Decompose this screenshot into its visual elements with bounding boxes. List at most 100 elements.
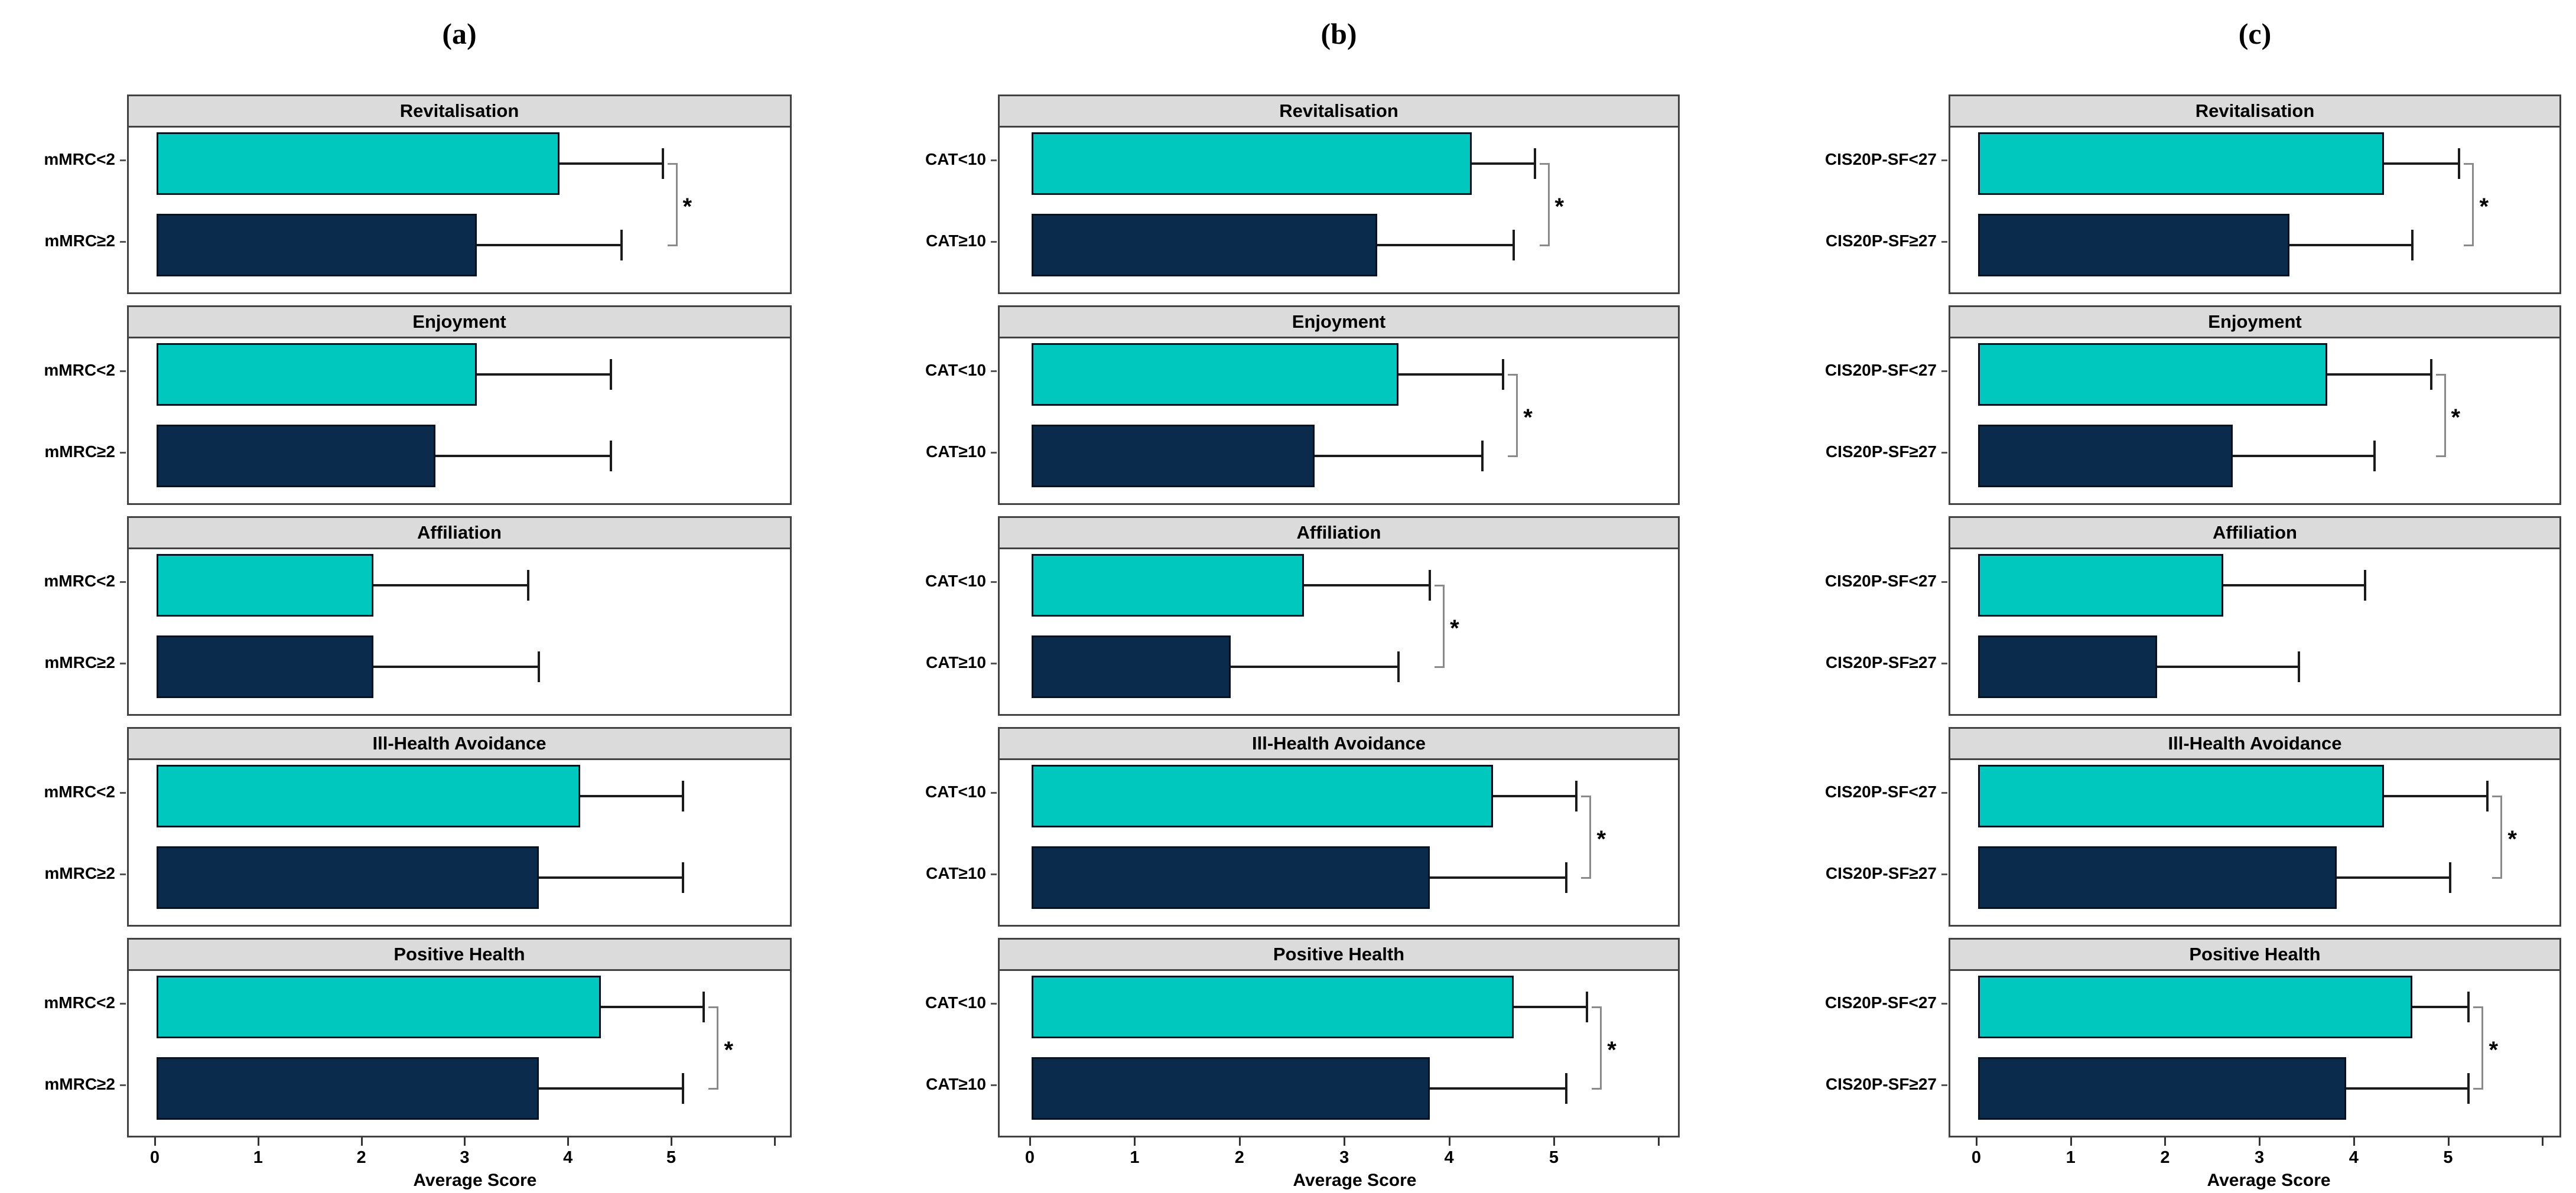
sig-bracket-tick [1581, 877, 1592, 879]
bar-group2 [1978, 1057, 2346, 1120]
y-tick-mark [120, 873, 126, 875]
facet-header: Revitalisation [1950, 96, 2559, 128]
sig-bracket [2500, 796, 2503, 878]
x-axis-tick-label: 0 [1971, 1148, 1982, 1167]
y-tick-label: CAT<10 [925, 993, 986, 1012]
y-tick-label: mMRC≥2 [44, 864, 115, 882]
facet-header: Affiliation [1950, 518, 2559, 549]
sig-asterisk: * [2489, 1037, 2499, 1063]
error-bar [600, 1006, 704, 1008]
error-cap [702, 992, 705, 1022]
error-cap [2373, 441, 2376, 471]
y-tick-mark [1941, 452, 1947, 454]
y-tick-mark [120, 581, 126, 583]
facet-header: Ill-Health Avoidance [1000, 729, 1678, 760]
x-axis-tick [154, 1137, 156, 1146]
sig-bracket [2481, 1007, 2484, 1088]
y-tick-label: CAT≥10 [926, 864, 986, 882]
sig-bracket [717, 1007, 719, 1088]
facet-body: * [1000, 760, 1678, 927]
y-tick-label: CAT<10 [925, 572, 986, 590]
bar-group1 [1978, 976, 2412, 1038]
facet-title: Enjoyment [1292, 311, 1386, 332]
error-cap [1397, 651, 1400, 682]
bar-group2 [1032, 846, 1430, 909]
sig-asterisk: * [1596, 826, 1606, 852]
y-tick-label: CIS20P-SF≥27 [1825, 1075, 1937, 1093]
x-axis-tick [671, 1137, 672, 1146]
error-bar [476, 244, 622, 246]
bar-group1 [1032, 343, 1398, 406]
facet-header: Positive Health [1000, 940, 1678, 971]
bar-group1 [1032, 132, 1472, 195]
bar-group1 [1032, 976, 1514, 1038]
facet-box: Affiliation [1949, 516, 2561, 716]
error-cap [2458, 148, 2461, 179]
facet-title: Enjoyment [2208, 311, 2302, 332]
facet-body [129, 549, 790, 716]
y-tick-mark [120, 241, 126, 243]
facet-body: * [1950, 760, 2559, 927]
y-tick-mark [991, 873, 997, 875]
facet-box: Positive Health * [1949, 938, 2561, 1137]
x-axis-tick [1238, 1137, 1241, 1146]
bar-group2 [1032, 635, 1231, 698]
bar-group1 [157, 976, 601, 1038]
error-bar [2383, 795, 2488, 797]
panel-letter: (a) [442, 17, 477, 50]
y-tick-label: CIS20P-SF≥27 [1825, 864, 1937, 882]
error-bar [1231, 666, 1398, 668]
x-axis-tick [2542, 1137, 2544, 1146]
error-cap [1481, 441, 1484, 471]
error-cap [2448, 862, 2451, 893]
y-tick-label: mMRC≥2 [44, 442, 115, 461]
facet-box: Revitalisation * [998, 94, 1680, 294]
sig-bracket-tick [2464, 245, 2474, 246]
x-axis-tick-label: 5 [666, 1148, 676, 1167]
sig-bracket-tick [1539, 163, 1550, 165]
y-tick-mark [991, 663, 997, 664]
bar-group2 [157, 635, 374, 698]
bar-group1 [157, 132, 560, 195]
error-cap [1565, 862, 1567, 893]
bar-group2 [157, 1057, 539, 1120]
x-axis-title: Average Score [2207, 1171, 2331, 1190]
bar-group1 [1032, 765, 1493, 827]
y-tick-label: CIS20P-SF≥27 [1825, 653, 1937, 672]
facet-title: Ill-Health Avoidance [2168, 733, 2342, 754]
bar-group2 [1978, 214, 2289, 276]
y-tick-label: CIS20P-SF<27 [1824, 572, 1937, 590]
facet-box: Ill-Health Avoidance [127, 727, 792, 927]
error-bar [1314, 455, 1482, 457]
error-cap [2297, 651, 2300, 682]
facet-header: Affiliation [129, 518, 790, 549]
sig-bracket-tick [1508, 374, 1518, 376]
facet-title: Revitalisation [399, 100, 519, 121]
sig-bracket-tick [667, 245, 678, 246]
error-bar [2223, 584, 2365, 586]
error-bar [2233, 455, 2375, 457]
x-axis-tick [1134, 1137, 1136, 1146]
y-tick-label: CIS20P-SF<27 [1824, 150, 1937, 168]
y-tick-mark [120, 1003, 126, 1005]
error-cap [1565, 1073, 1567, 1104]
facet-body: * [129, 971, 790, 1137]
sig-asterisk: * [1607, 1037, 1616, 1063]
sig-bracket [1443, 585, 1445, 667]
error-cap [620, 230, 623, 260]
sig-bracket-tick [2435, 374, 2446, 376]
facet-title: Ill-Health Avoidance [1252, 733, 1426, 754]
bar-group1 [157, 343, 477, 406]
facet-box: Affiliation [127, 516, 792, 716]
facet-header: Positive Health [1950, 940, 2559, 971]
x-axis-tick-label: 1 [2066, 1148, 2076, 1167]
facet-header: Enjoyment [129, 307, 790, 338]
y-tick-mark [1941, 370, 1947, 372]
y-tick-mark [991, 1084, 997, 1086]
error-bar [1430, 876, 1566, 879]
sig-asterisk: * [2479, 194, 2489, 220]
sig-bracket-tick [2435, 455, 2446, 457]
x-axis-tick-label: 5 [2443, 1148, 2453, 1167]
sig-bracket-tick [708, 1088, 719, 1090]
facet-title: Positive Health [2189, 944, 2321, 964]
